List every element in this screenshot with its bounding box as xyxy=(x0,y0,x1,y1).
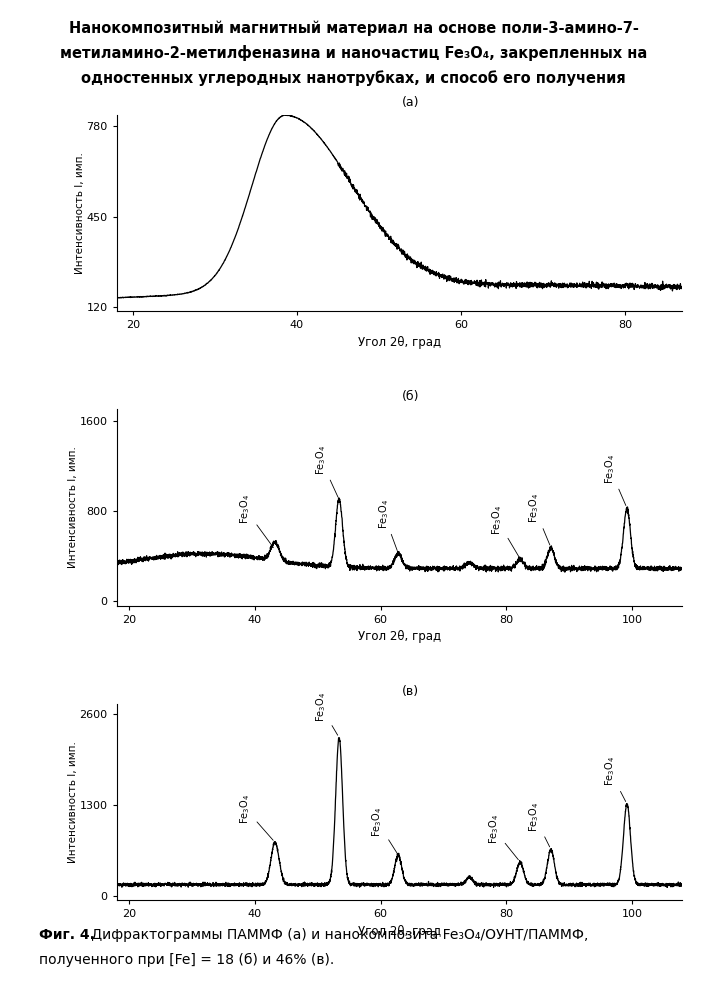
X-axis label: Угол 2θ, град: Угол 2θ, град xyxy=(358,630,441,643)
Text: (б): (б) xyxy=(402,390,419,403)
Y-axis label: Интенсивность I, имп.: Интенсивность I, имп. xyxy=(69,447,78,568)
Text: Fe$_3$O$_4$: Fe$_3$O$_4$ xyxy=(490,504,519,556)
Text: Fe$_3$O$_4$: Fe$_3$O$_4$ xyxy=(314,445,338,497)
Text: (а): (а) xyxy=(402,96,419,109)
Text: Fe$_3$O$_4$: Fe$_3$O$_4$ xyxy=(370,807,397,853)
Text: Дифрактограммы ПАММФ (а) и нанокомпозита Fe₃O₄/ОУНТ/ПАММФ,: Дифрактограммы ПАММФ (а) и нанокомпозита… xyxy=(87,928,588,942)
Text: Fe$_3$O$_4$: Fe$_3$O$_4$ xyxy=(377,499,397,551)
Text: Fe$_3$O$_4$: Fe$_3$O$_4$ xyxy=(603,756,626,802)
Text: Fe$_3$O$_4$: Fe$_3$O$_4$ xyxy=(314,692,338,735)
Text: метиламино-2-метилфеназина и наночастиц Fe₃O₄, закрепленных на: метиламино-2-метилфеназина и наночастиц … xyxy=(60,45,647,61)
Y-axis label: Интенсивность I, имп.: Интенсивность I, имп. xyxy=(68,741,78,863)
Text: Фиг. 4.: Фиг. 4. xyxy=(39,928,95,942)
Text: Fe$_3$O$_4$: Fe$_3$O$_4$ xyxy=(487,814,518,860)
X-axis label: Угол 2θ, град: Угол 2θ, град xyxy=(358,336,441,349)
Text: Fe$_3$O$_4$: Fe$_3$O$_4$ xyxy=(238,794,273,840)
X-axis label: Угол 2θ, град: Угол 2θ, град xyxy=(358,925,441,938)
Text: Fe$_3$O$_4$: Fe$_3$O$_4$ xyxy=(603,454,626,506)
Text: одностенных углеродных нанотрубках, и способ его получения: одностенных углеродных нанотрубках, и сп… xyxy=(81,70,626,86)
Text: (в): (в) xyxy=(402,685,419,698)
Y-axis label: Интенсивность I, имп.: Интенсивность I, имп. xyxy=(75,152,85,274)
Text: Fe$_3$O$_4$: Fe$_3$O$_4$ xyxy=(527,493,550,545)
Text: полученного при [Fe] = 18 (б) и 46% (в).: полученного при [Fe] = 18 (б) и 46% (в). xyxy=(39,953,334,967)
Text: Fe$_3$O$_4$: Fe$_3$O$_4$ xyxy=(527,801,549,847)
Text: Fe$_3$O$_4$: Fe$_3$O$_4$ xyxy=(238,494,274,548)
Text: Нанокомпозитный магнитный материал на основе поли-3-амино-7-: Нанокомпозитный магнитный материал на ос… xyxy=(69,20,638,35)
